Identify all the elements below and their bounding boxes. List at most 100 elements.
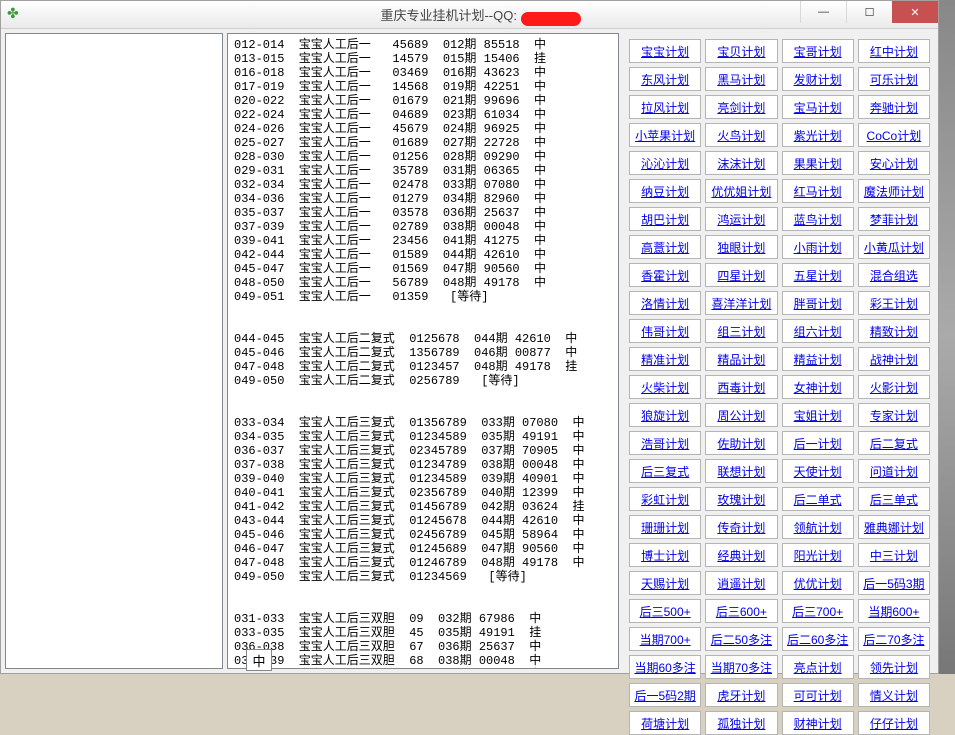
plan-link[interactable]: 玫瑰计划	[705, 487, 777, 511]
plan-link-label[interactable]: 红中计划	[870, 43, 918, 60]
plan-link-label[interactable]: 宝姐计划	[794, 407, 842, 424]
plan-link-label[interactable]: 后一5码3期	[863, 575, 924, 592]
plan-link[interactable]: 精益计划	[782, 347, 854, 371]
plan-link[interactable]: 领先计划	[858, 655, 930, 679]
plan-link[interactable]: 宝宝计划	[629, 39, 701, 63]
plan-link-label[interactable]: 安心计划	[870, 155, 918, 172]
plan-link-label[interactable]: 后二50多注	[711, 631, 772, 648]
plan-link[interactable]: 经典计划	[705, 543, 777, 567]
plan-link[interactable]: 问道计划	[858, 459, 930, 483]
plan-link[interactable]: 胡巴计划	[629, 207, 701, 231]
plan-link[interactable]: 火柴计划	[629, 375, 701, 399]
plan-link[interactable]: 梦菲计划	[858, 207, 930, 231]
plan-link[interactable]: 小苹果计划	[629, 123, 701, 147]
plan-link[interactable]: 后二60多注	[782, 627, 854, 651]
plan-link-label[interactable]: 沁沁计划	[641, 155, 689, 172]
plan-link[interactable]: 伟哥计划	[629, 319, 701, 343]
plan-link-label[interactable]: 组六计划	[794, 323, 842, 340]
plan-link[interactable]: 拉风计划	[629, 95, 701, 119]
plan-link-label[interactable]: 财神计划	[794, 715, 842, 732]
plan-link[interactable]: 喜洋洋计划	[705, 291, 777, 315]
plan-link-label[interactable]: 鸿运计划	[717, 211, 765, 228]
plan-link[interactable]: 天赐计划	[629, 571, 701, 595]
plan-link-label[interactable]: 纳豆计划	[641, 183, 689, 200]
plan-link[interactable]: 五星计划	[782, 263, 854, 287]
plan-link-label[interactable]: 领先计划	[870, 659, 918, 676]
plan-link-label[interactable]: 精致计划	[870, 323, 918, 340]
plan-link-label[interactable]: 专家计划	[870, 407, 918, 424]
plan-link[interactable]: 领航计划	[782, 515, 854, 539]
plan-link-label[interactable]: 宝贝计划	[717, 43, 765, 60]
plan-link-label[interactable]: 精品计划	[717, 351, 765, 368]
plan-link[interactable]: 狼旋计划	[629, 403, 701, 427]
plan-link-label[interactable]: 后三复式	[641, 463, 689, 480]
plan-link[interactable]: 宝马计划	[782, 95, 854, 119]
plan-link[interactable]: 洛情计划	[629, 291, 701, 315]
plan-link[interactable]: 可乐计划	[858, 67, 930, 91]
plan-link-label[interactable]: 宝哥计划	[794, 43, 842, 60]
plan-link-label[interactable]: 博士计划	[641, 547, 689, 564]
plan-link[interactable]: 后三700+	[782, 599, 854, 623]
plan-link-label[interactable]: 逍遥计划	[717, 575, 765, 592]
plan-link[interactable]: 佐助计划	[705, 431, 777, 455]
plan-link-label[interactable]: 胖哥计划	[794, 295, 842, 312]
plan-link-label[interactable]: 小苹果计划	[635, 127, 695, 144]
plan-link[interactable]: 孤独计划	[705, 711, 777, 735]
plan-link[interactable]: 当期70多注	[705, 655, 777, 679]
plan-link-label[interactable]: 精准计划	[641, 351, 689, 368]
plan-link[interactable]: 组三计划	[705, 319, 777, 343]
plan-link[interactable]: 安心计划	[858, 151, 930, 175]
plan-link-label[interactable]: 浩哥计划	[641, 435, 689, 452]
plan-link-label[interactable]: 后三500+	[640, 603, 691, 620]
plan-link-label[interactable]: 战神计划	[870, 351, 918, 368]
plan-link[interactable]: 组六计划	[782, 319, 854, 343]
plan-link-label[interactable]: 混合组选	[870, 267, 918, 284]
plan-link-label[interactable]: 伟哥计划	[641, 323, 689, 340]
plan-link-label[interactable]: 红马计划	[794, 183, 842, 200]
plan-link[interactable]: 胖哥计划	[782, 291, 854, 315]
plan-link-label[interactable]: 火鸟计划	[717, 127, 765, 144]
plan-link[interactable]: 精品计划	[705, 347, 777, 371]
plan-link-label[interactable]: 狼旋计划	[641, 407, 689, 424]
plan-link-label[interactable]: 后二70多注	[863, 631, 924, 648]
plan-link-label[interactable]: 宝马计划	[794, 99, 842, 116]
plan-link[interactable]: 后二单式	[782, 487, 854, 511]
plan-link-label[interactable]: 天使计划	[794, 463, 842, 480]
plan-link[interactable]: 香霍计划	[629, 263, 701, 287]
plan-link-label[interactable]: 当期60多注	[634, 659, 695, 676]
plan-link-label[interactable]: CoCo计划	[867, 127, 922, 144]
plan-link-label[interactable]: 中三计划	[870, 547, 918, 564]
plan-link[interactable]: 宝贝计划	[705, 39, 777, 63]
minimize-button[interactable]: —	[800, 1, 846, 23]
plan-link[interactable]: 战神计划	[858, 347, 930, 371]
plan-link[interactable]: 精致计划	[858, 319, 930, 343]
plan-link-label[interactable]: 雅典娜计划	[864, 519, 924, 536]
plan-link[interactable]: CoCo计划	[858, 123, 930, 147]
plan-link-label[interactable]: 洛情计划	[641, 295, 689, 312]
plan-link-label[interactable]: 五星计划	[794, 267, 842, 284]
plan-link[interactable]: 宝姐计划	[782, 403, 854, 427]
plan-link[interactable]: 红中计划	[858, 39, 930, 63]
plan-link[interactable]: 周公计划	[705, 403, 777, 427]
plan-link[interactable]: 专家计划	[858, 403, 930, 427]
plan-link-label[interactable]: 天赐计划	[641, 575, 689, 592]
plan-link[interactable]: 精准计划	[629, 347, 701, 371]
plan-link[interactable]: 阳光计划	[782, 543, 854, 567]
plan-link[interactable]: 财神计划	[782, 711, 854, 735]
plan-link-label[interactable]: 女神计划	[794, 379, 842, 396]
plan-link-label[interactable]: 后三700+	[792, 603, 843, 620]
plan-link[interactable]: 彩王计划	[858, 291, 930, 315]
plan-link-label[interactable]: 经典计划	[717, 547, 765, 564]
plan-link[interactable]: 仔仔计划	[858, 711, 930, 735]
plan-link[interactable]: 黑马计划	[705, 67, 777, 91]
plan-link-label[interactable]: 独眼计划	[717, 239, 765, 256]
plan-link[interactable]: 高薏计划	[629, 235, 701, 259]
plan-link-label[interactable]: 西毒计划	[717, 379, 765, 396]
plan-link-label[interactable]: 虎牙计划	[717, 687, 765, 704]
plan-link-label[interactable]: 优优姐计划	[711, 183, 771, 200]
plan-link-label[interactable]: 荷塘计划	[641, 715, 689, 732]
plan-link[interactable]: 浩哥计划	[629, 431, 701, 455]
plan-link-label[interactable]: 紫光计划	[794, 127, 842, 144]
plan-link-label[interactable]: 亮剑计划	[717, 99, 765, 116]
plan-link-label[interactable]: 发财计划	[794, 71, 842, 88]
